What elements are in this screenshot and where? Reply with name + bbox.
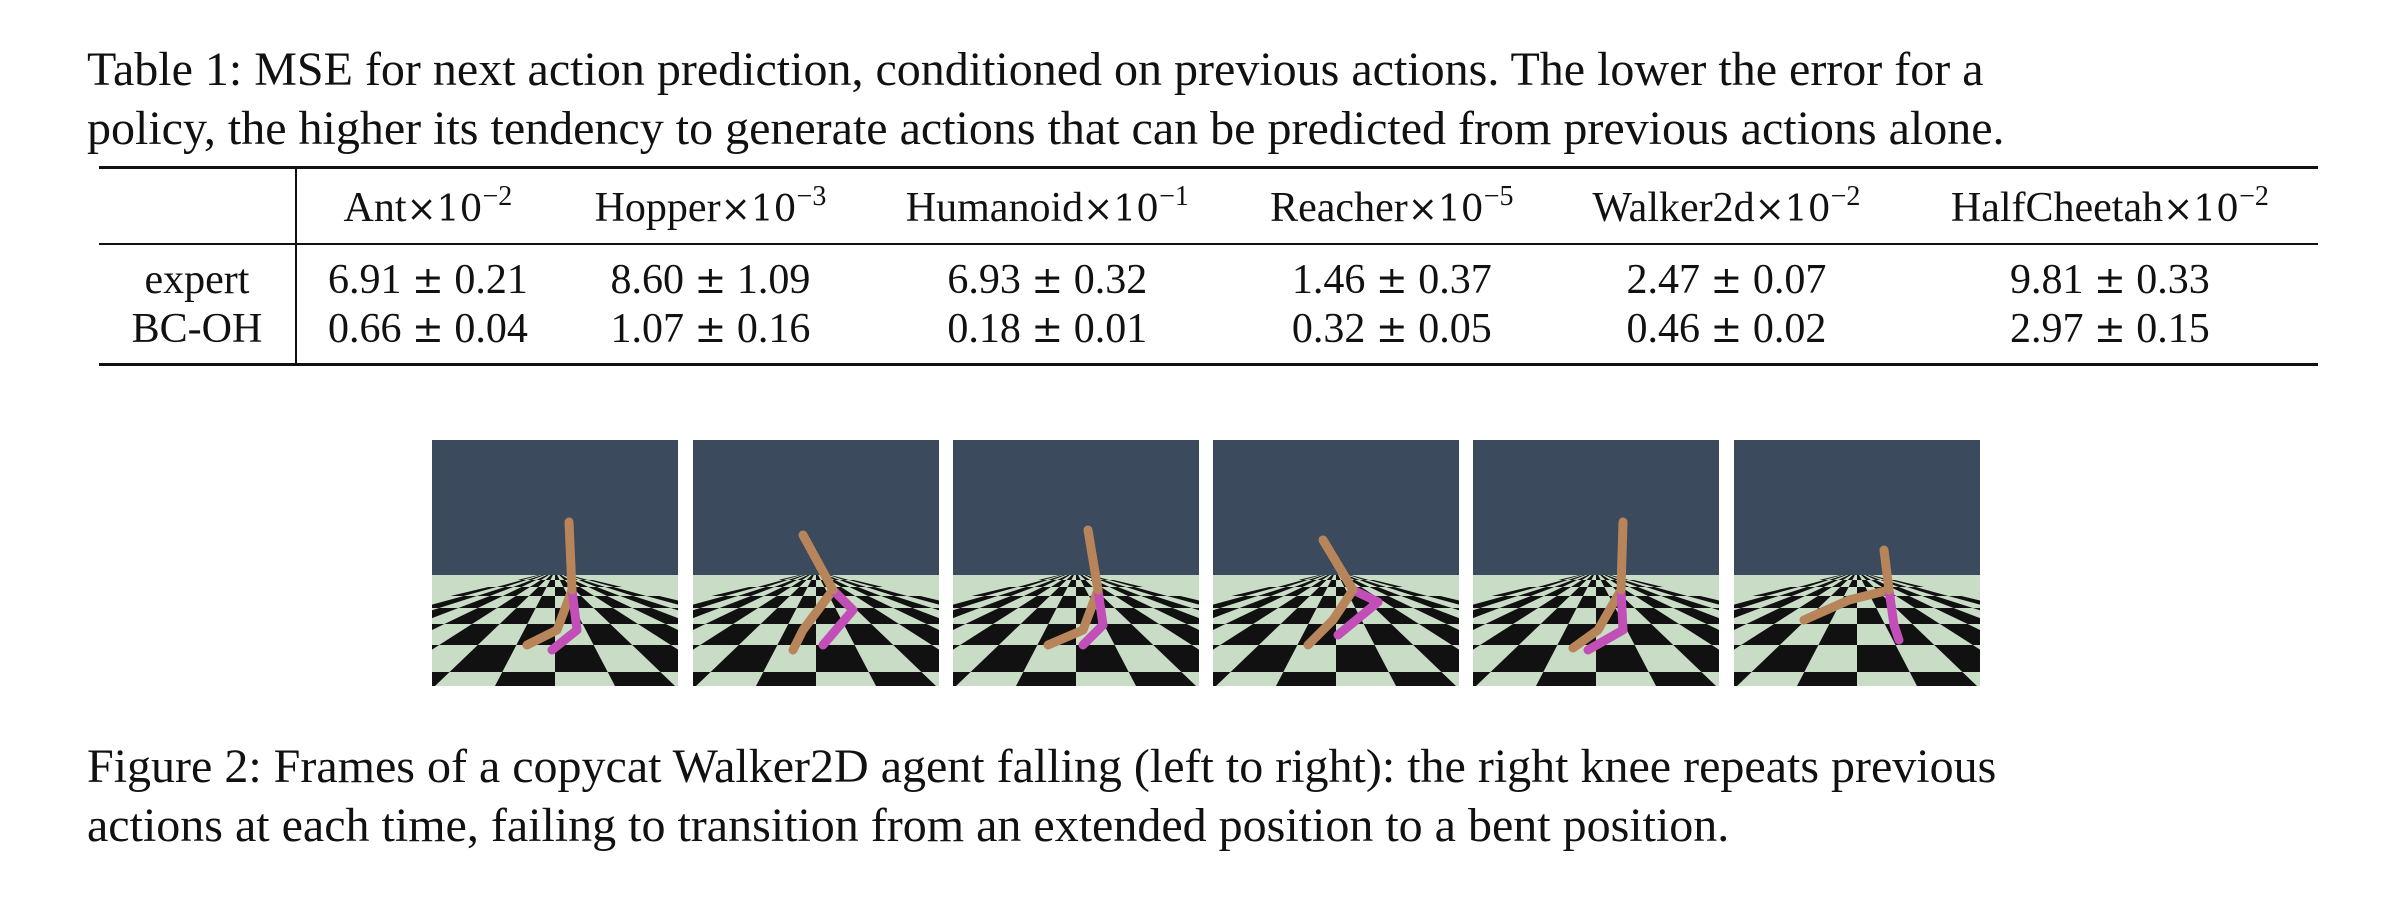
left-leg <box>1799 585 1894 625</box>
left-leg <box>1303 585 1358 650</box>
table-header-row: Ant×10−2 Hopper×10−3 Humanoid×10−1 Reach… <box>99 169 2318 245</box>
sky-background <box>1213 440 1459 575</box>
table-cell: 9.81 ± 0.33 <box>2009 256 2210 303</box>
sky-background <box>1473 440 1719 575</box>
left-leg <box>1568 585 1626 653</box>
sky-background <box>432 440 678 575</box>
walker-frame-image <box>432 440 678 686</box>
table-caption-line-2: policy, the higher its tendency to gener… <box>87 102 2005 155</box>
torso <box>798 530 838 595</box>
left-leg <box>1043 585 1103 650</box>
table-cell: 2.97 ± 0.15 <box>2009 305 2210 352</box>
walker-frame-image <box>1213 440 1459 686</box>
table-cell: 1.07 ± 0.16 <box>610 305 811 352</box>
right-leg <box>1078 585 1108 650</box>
column-header-reacher: Reacher×10−5 <box>1232 169 1552 245</box>
torso <box>564 517 577 595</box>
torso <box>1083 525 1103 595</box>
walker-frame-image <box>953 440 1199 686</box>
table-row-bc-oh: BC-OH 0.66 ± 0.04 1.07 ± 0.16 0.18 ± 0.0… <box>99 304 2318 363</box>
table-cell: 0.32 ± 0.05 <box>1291 305 1492 352</box>
column-header-humanoid: Humanoid×10−1 <box>862 169 1233 245</box>
right-leg <box>1583 585 1628 655</box>
walker-frame-6 <box>1734 440 1980 686</box>
torso <box>1318 535 1358 595</box>
table-cell: 0.46 ± 0.02 <box>1626 305 1827 352</box>
sky-background <box>953 440 1199 575</box>
row-header-corner <box>99 169 297 245</box>
table-cell: 6.93 ± 0.32 <box>947 256 1148 303</box>
right-leg <box>1884 585 1904 645</box>
right-leg <box>547 585 582 655</box>
right-leg <box>818 585 858 650</box>
walker-frame-1 <box>432 440 678 686</box>
column-header-hopper: Hopper×10−3 <box>558 169 863 245</box>
row-label: expert <box>99 244 297 304</box>
figure-caption: Figure 2: Frames of a copycat Walker2D a… <box>87 737 2327 855</box>
table-caption: Table 1: MSE for next action prediction,… <box>87 40 2327 158</box>
figure-caption-line-1: Figure 2: Frames of a copycat Walker2D a… <box>87 740 1997 793</box>
table-cell: 0.18 ± 0.01 <box>947 305 1148 352</box>
table-cell: 0.66 ± 0.04 <box>327 305 528 352</box>
results-table: Ant×10−2 Hopper×10−3 Humanoid×10−1 Reach… <box>99 166 2318 366</box>
walker-frame-2 <box>693 440 939 686</box>
table-cell: 2.47 ± 0.07 <box>1626 256 1827 303</box>
sky-background <box>1734 440 1980 575</box>
left-leg <box>788 585 838 655</box>
table-caption-line-1: Table 1: MSE for next action prediction,… <box>87 43 1984 96</box>
right-leg <box>1333 585 1383 640</box>
torso <box>1879 545 1894 595</box>
walker-frames-figure <box>432 440 1980 686</box>
column-header-halfcheetah: HalfCheetah×10−2 <box>1901 169 2318 245</box>
torso <box>1616 517 1628 595</box>
walker-frame-3 <box>953 440 1199 686</box>
walker-frame-4 <box>1213 440 1459 686</box>
left-leg <box>522 585 577 650</box>
column-header-walker2d: Walker2d×10−2 <box>1551 169 1902 245</box>
table-row-expert: expert 6.91 ± 0.21 8.60 ± 1.09 6.93 ± 0.… <box>99 244 2318 304</box>
walker-frame-image <box>693 440 939 686</box>
table-cell: 1.46 ± 0.37 <box>1291 256 1492 303</box>
walker-frame-image <box>1734 440 1980 686</box>
walker-frame-5 <box>1473 440 1719 686</box>
walker-frame-image <box>1473 440 1719 686</box>
column-header-ant: Ant×10−2 <box>296 169 559 245</box>
figure-caption-line-2: actions at each time, failing to transit… <box>87 799 1730 852</box>
table-cell: 8.60 ± 1.09 <box>610 256 811 303</box>
table-cell: 6.91 ± 0.21 <box>327 256 528 303</box>
row-label: BC-OH <box>99 304 297 363</box>
